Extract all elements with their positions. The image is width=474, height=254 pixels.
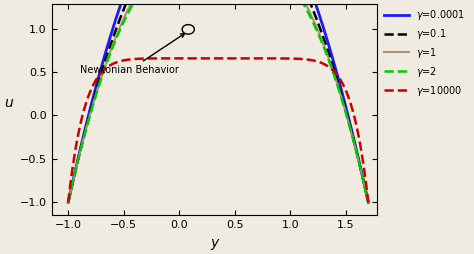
Y-axis label: u: u [4,96,13,110]
X-axis label: y: y [210,236,219,250]
Text: Newtonian Behavior: Newtonian Behavior [80,34,185,75]
Legend: $\gamma$=0.0001, $\gamma$=0.1, $\gamma$=1, $\gamma$=2, $\gamma$=10000: $\gamma$=0.0001, $\gamma$=0.1, $\gamma$=… [381,4,469,101]
